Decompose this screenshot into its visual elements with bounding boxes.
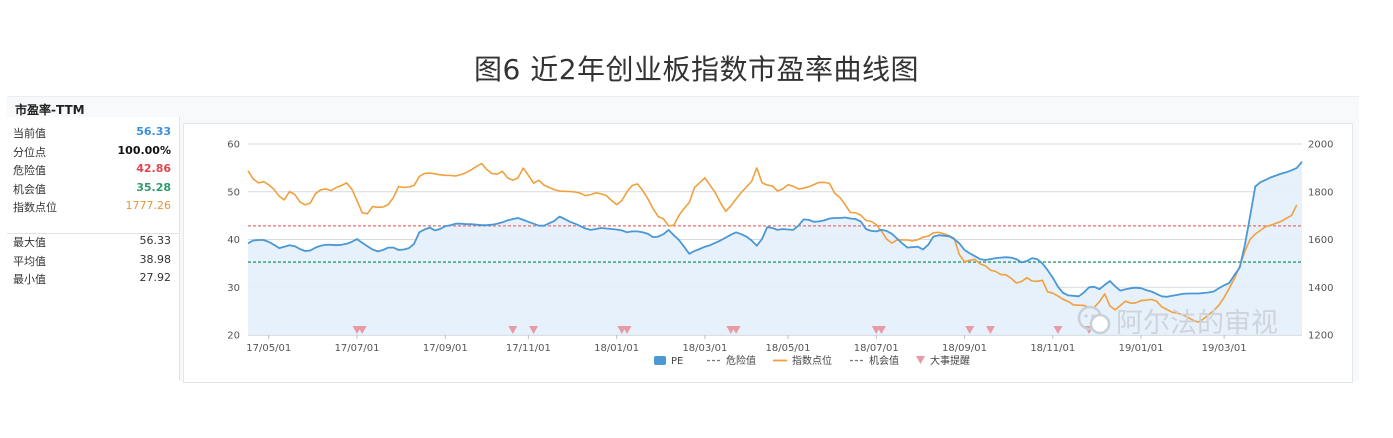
pe-line: [247, 161, 1303, 298]
stats-sidebar: 当前值 56.33 分位点 100.00% 危险值 42.86 机会值 35.28 指数点位 17…: [7, 117, 180, 381]
stat-label: 分位点: [13, 145, 46, 159]
y-right-tick-label: 1200: [1308, 331, 1333, 342]
y-left-tick-label: 50: [227, 187, 240, 198]
legend-label: 大事提醒: [930, 354, 970, 367]
event-marker: [985, 326, 995, 334]
y-right-tick-label: 1600: [1308, 235, 1333, 246]
x-tick-label: 17/09/01: [423, 343, 468, 354]
y-right-tick-label: 1400: [1308, 283, 1333, 294]
event-marker: [1053, 326, 1063, 334]
watermark-text: 阿尔法的审视: [1116, 308, 1278, 339]
stat-value: 27.92: [139, 271, 172, 284]
stat-row: 最小值 27.92: [7, 269, 179, 287]
y-left-tick-label: 40: [227, 235, 240, 246]
legend-label: 危险值: [726, 354, 756, 367]
legend-label: 指数点位: [792, 354, 832, 367]
y-right-tick-label: 2000: [1308, 140, 1333, 151]
y-left-tick-label: 60: [227, 140, 240, 151]
index-line: [247, 162, 1298, 323]
event-marker: [529, 326, 539, 334]
stat-value: 42.86: [136, 162, 171, 175]
stat-label: 危险值: [13, 164, 46, 177]
pe-chart[interactable]: 20 30 40 50 60 1200 1400 1600 1800 2000 17/05/01 17…: [184, 124, 1352, 382]
figure-title: 图6 近2年创业板指数市盈率曲线图: [473, 53, 920, 86]
x-tick-label: 19/03/01: [1202, 343, 1247, 354]
stat-label: 指数点位: [13, 201, 57, 214]
x-tick-label: 19/01/01: [1119, 343, 1164, 354]
event-marker: [508, 326, 518, 334]
x-tick-label: 18/01/01: [594, 343, 639, 354]
stat-label: 当前值: [13, 127, 46, 140]
pe-area: [248, 161, 1302, 335]
x-tick-label: 18/11/01: [1030, 343, 1075, 354]
pe-ttm-panel: 市盈率-TTM 当前值 56.33 分位点 100.00% 危险值 42.86 机会值 35.…: [7, 96, 1359, 383]
stat-row: 当前值 56.33: [7, 123, 179, 141]
legend-label: PE: [671, 356, 683, 367]
event-marker: [965, 326, 975, 334]
panel-title: 市盈率-TTM: [15, 103, 85, 117]
stat-row: 分位点 100.00%: [7, 142, 179, 160]
stat-label: 最小值: [13, 273, 46, 286]
stat-value: 56.33: [139, 234, 172, 247]
stat-label: 平均值: [13, 254, 46, 268]
event-marker: [731, 326, 741, 334]
stat-label: 机会值: [13, 182, 46, 196]
event-marker: [876, 326, 886, 334]
stat-label: 最大值: [13, 236, 46, 249]
x-tick-label: 18/09/01: [942, 343, 987, 354]
legend-event-swatch: [916, 356, 925, 364]
watermark: 阿尔法的审视: [1076, 300, 1326, 340]
wechat-icon: [1077, 305, 1111, 335]
x-tick-label: 18/05/01: [766, 343, 811, 354]
stat-value: 56.33: [136, 125, 171, 138]
stat-value: 35.28: [136, 180, 171, 194]
y-left-tick-label: 30: [227, 283, 240, 294]
legend-pe-swatch: [654, 356, 666, 365]
stat-row: 最大值 56.33: [7, 232, 179, 250]
stat-value: 100.00%: [117, 143, 171, 157]
stats-divider: [7, 233, 179, 234]
x-tick-label: 17/07/01: [335, 343, 380, 354]
stat-value: 38.98: [139, 252, 172, 266]
legend-label: 机会值: [869, 354, 899, 367]
stat-row: 指数点位 1777.26: [7, 197, 179, 215]
event-marker: [622, 326, 632, 334]
y-right-tick-label: 1800: [1308, 187, 1333, 198]
event-marker: [357, 326, 367, 334]
x-tick-label: 17/05/01: [246, 343, 291, 354]
chart-area: 20 30 40 50 60 1200 1400 1600 1800 2000 17/05/01 17…: [183, 123, 1353, 383]
x-tick-label: 18/03/01: [682, 343, 727, 354]
stat-row: 平均值 38.98: [7, 251, 179, 269]
stat-row: 危险值 42.86: [7, 160, 179, 178]
stat-value: 1777.26: [125, 199, 172, 212]
x-tick-label: 17/11/01: [506, 343, 551, 354]
x-tick-label: 18/07/01: [854, 343, 899, 354]
stat-row: 机会值 35.28: [7, 179, 179, 197]
y-left-tick-label: 20: [227, 331, 240, 342]
